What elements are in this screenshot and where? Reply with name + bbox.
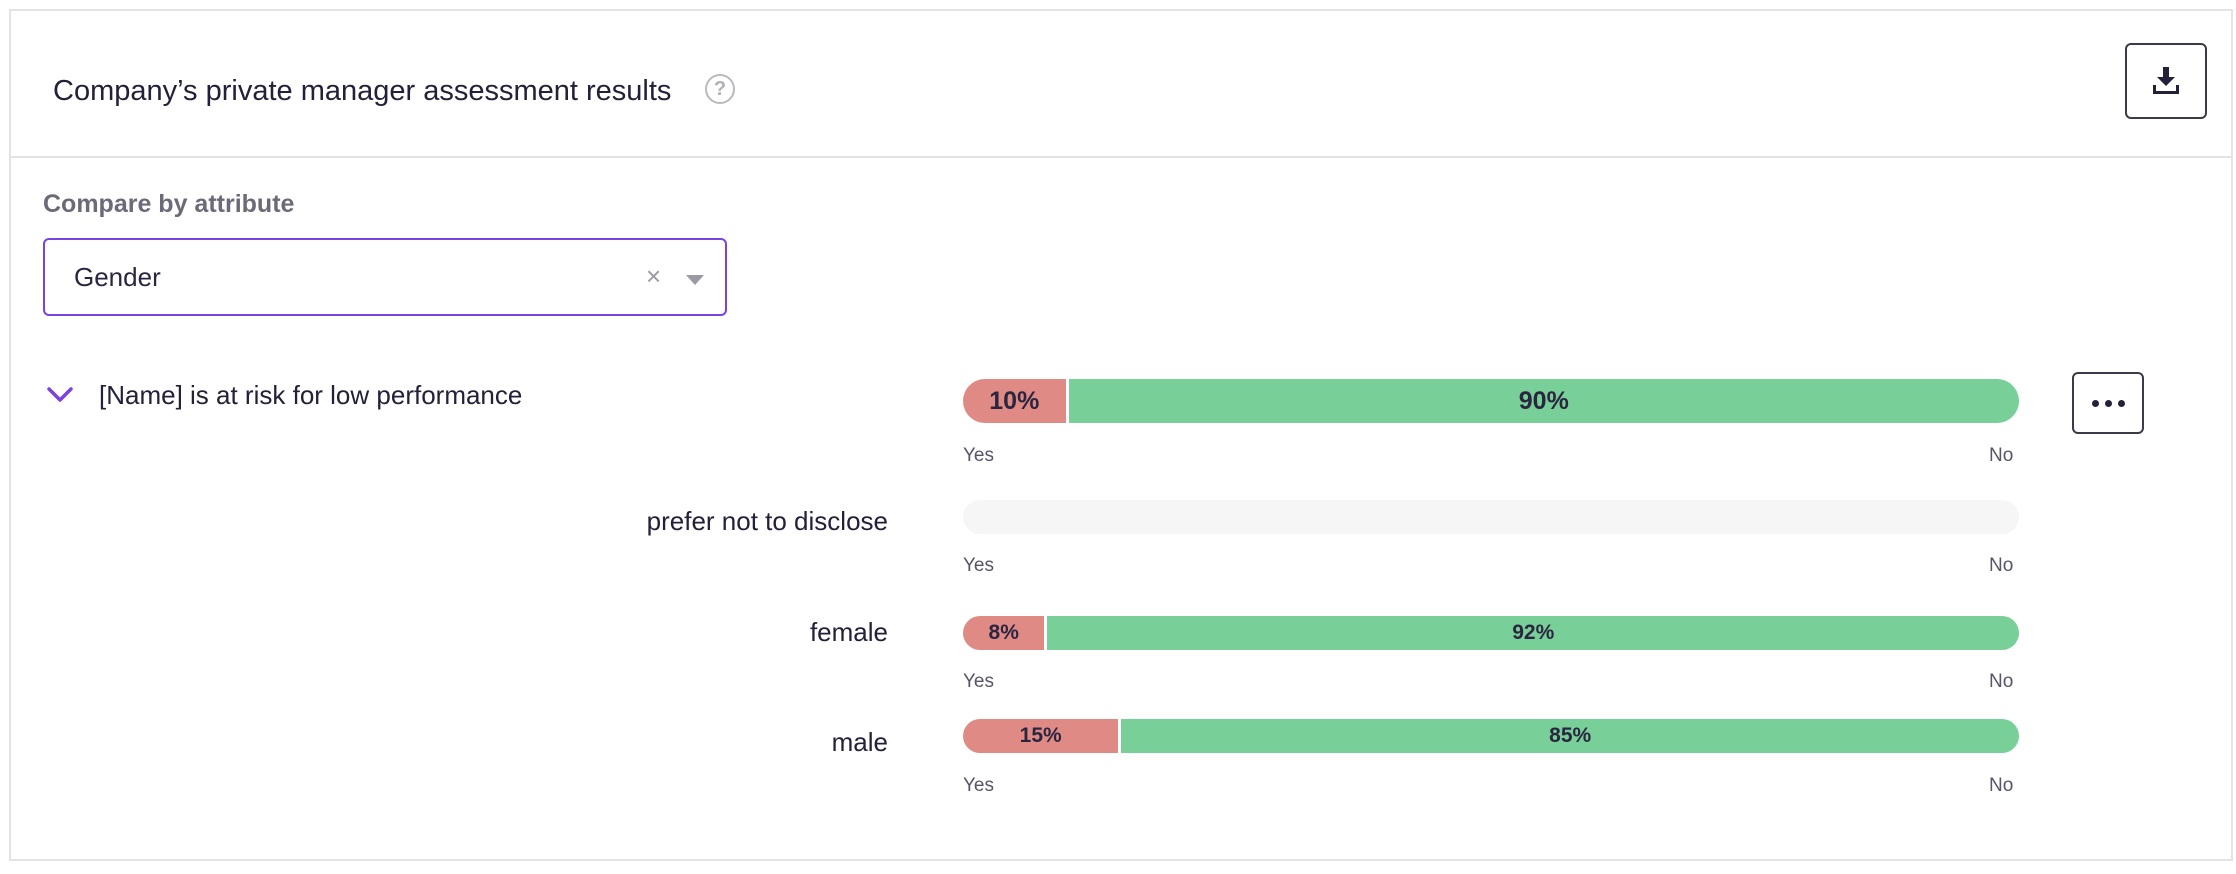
axis-no-label: No (1989, 445, 2014, 466)
group-label: male (831, 727, 888, 757)
more-dot (2091, 399, 2099, 407)
group-no-segment: 85% (1121, 719, 2019, 753)
group-yes-segment: 8% (963, 616, 1048, 650)
axis-no-label: No (1989, 775, 2014, 796)
group-result-bar: 15% 85% (963, 719, 2019, 753)
axis-yes-label: Yes (963, 671, 994, 692)
download-button[interactable] (2125, 43, 2207, 119)
compare-by-label: Compare by attribute (43, 190, 295, 218)
question-circle-icon[interactable]: ? (705, 74, 735, 104)
group-yes-segment: 15% (963, 719, 1122, 753)
overall-result-bar: 10% 90% (963, 379, 2019, 423)
caret-down-icon[interactable] (686, 275, 704, 285)
axis-yes-label: Yes (963, 445, 994, 466)
more-dot (2104, 399, 2112, 407)
chevron-down-icon[interactable] (45, 384, 75, 406)
card-header: Company’s private manager assessment res… (11, 11, 2233, 158)
question-label: [Name] is at risk for low performance (99, 380, 523, 410)
axis-no-label: No (1989, 671, 2014, 692)
attribute-select[interactable]: Gender × (43, 238, 727, 316)
download-icon (2153, 67, 2179, 94)
group-result-bar (963, 500, 2019, 534)
attribute-select-value: Gender (74, 262, 161, 292)
more-options-button[interactable] (2072, 372, 2144, 434)
axis-no-label: No (1989, 555, 2014, 576)
clear-icon[interactable]: × (646, 261, 662, 291)
overall-yes-segment: 10% (963, 379, 1069, 423)
axis-yes-label: Yes (963, 775, 994, 796)
group-label: female (809, 617, 888, 647)
card-title: Company’s private manager assessment res… (53, 75, 672, 107)
group-result-bar: 8% 92% (963, 616, 2019, 650)
group-label: prefer not to disclose (646, 506, 888, 536)
more-dot (2117, 399, 2125, 407)
overall-no-segment: 90% (1068, 379, 2019, 423)
group-no-segment: 92% (1047, 616, 2019, 650)
axis-yes-label: Yes (963, 555, 994, 576)
